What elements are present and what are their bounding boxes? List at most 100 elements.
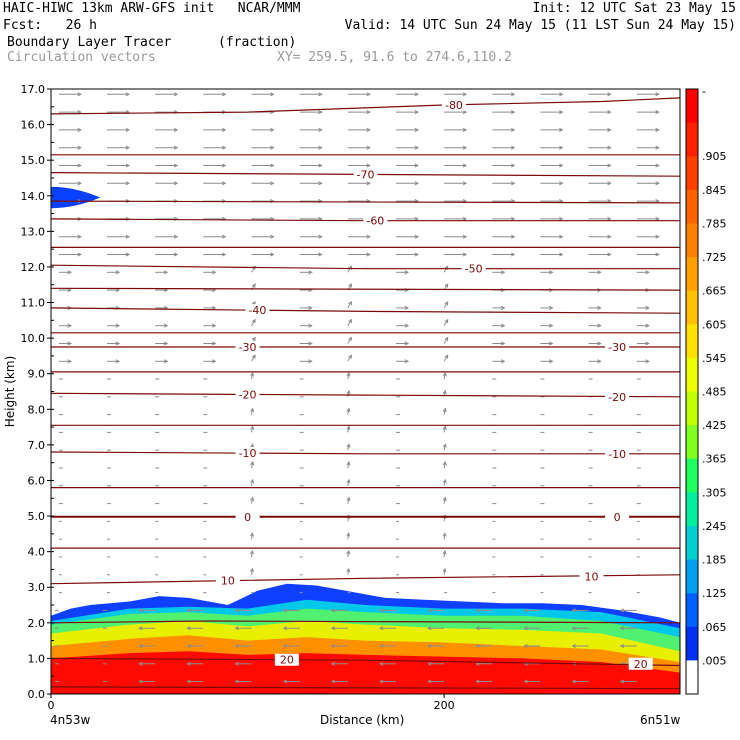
colorbar-swatch <box>686 290 698 325</box>
circulation-vector-head <box>211 359 217 364</box>
circulation-vector-head <box>645 323 650 328</box>
circulation-vector-head <box>221 234 227 239</box>
circulation-vector-head <box>282 643 288 648</box>
colorbar-label: .545 <box>702 352 727 365</box>
circulation-vector-head <box>442 443 447 448</box>
circulation-vector-head <box>318 110 323 115</box>
circulation-vector-head <box>414 127 420 132</box>
circulation-vector-head <box>475 608 480 613</box>
y-tick-label: 10.0 <box>21 332 46 345</box>
circulation-vector-head <box>125 127 131 132</box>
y-tick-label: 11.0 <box>21 297 46 310</box>
circulation-vector-head <box>414 92 420 97</box>
circulation-vector-head <box>138 643 143 648</box>
circulation-vector-head <box>77 92 83 97</box>
colorbar-label: .305 <box>702 486 727 499</box>
circulation-vector-head <box>444 283 449 288</box>
circulation-vector-head <box>249 532 254 537</box>
circulation-vector-head <box>462 216 468 221</box>
circulation-vector-head <box>619 626 625 631</box>
isotherm-line <box>50 392 681 398</box>
circulation-vector-head <box>346 478 351 484</box>
isotherm-label-bg <box>245 304 270 317</box>
circulation-vector-head <box>173 92 179 97</box>
circulation-vector-head <box>348 283 352 288</box>
y-tick-label: 2.0 <box>28 617 46 630</box>
circulation-vector-head <box>346 425 351 430</box>
circulation-vector-head <box>510 92 516 97</box>
header-line1-left: HAIC-HIWC 13km ARW-GFS init NCAR/MMM <box>3 1 301 16</box>
circulation-vector-head <box>348 300 352 306</box>
circulation-vector-head <box>655 199 660 204</box>
circulation-vector-head <box>462 127 468 132</box>
circulation-vector-head <box>221 252 227 257</box>
circulation-vector-head <box>523 626 528 631</box>
circulation-vector-head <box>270 92 275 97</box>
circulation-vector-head <box>115 341 121 346</box>
tracer-fill-layer <box>51 186 680 694</box>
colorbar-swatch <box>686 391 698 426</box>
isotherm-label: -30 <box>608 341 626 354</box>
circulation-vector-head <box>442 389 447 395</box>
isotherm-label: 10 <box>585 571 599 584</box>
isotherm-label: 0 <box>244 511 251 524</box>
circulation-vector-head <box>346 532 351 537</box>
circulation-vector <box>443 355 449 362</box>
circulation-vector-head <box>597 305 602 310</box>
circulation-vector-head <box>282 608 288 613</box>
x-tick-label: 0 <box>48 699 55 712</box>
circulation-vector-head <box>597 270 602 275</box>
circulation-vector-head <box>348 336 352 341</box>
circulation-vector-head <box>282 626 288 631</box>
circulation-vector-head <box>250 496 255 502</box>
isotherm-label-bg <box>235 510 260 523</box>
circulation-vector-head <box>427 608 432 613</box>
circulation-vector-head <box>655 181 660 186</box>
circulation-vector-head <box>250 478 255 484</box>
circulation-vector-head <box>77 163 83 168</box>
circulation-vector-head <box>549 323 554 328</box>
colorbar-swatch <box>686 189 698 224</box>
isotherm-label-bg <box>605 447 630 460</box>
isotherm-label: -70 <box>357 168 375 181</box>
circulation-vector-head <box>318 181 323 186</box>
x-axis-right-label: 6n51w <box>640 713 681 727</box>
circulation-vector-head <box>318 92 323 97</box>
isotherm-label: 10 <box>221 575 235 588</box>
colorbar-swatch <box>686 458 698 493</box>
circulation-vector-head <box>77 127 83 132</box>
circulation-vector-head <box>308 323 313 328</box>
circulation-vector-head <box>571 608 576 613</box>
circulation-vector-head <box>346 549 351 555</box>
vector-label: Circulation vectors <box>7 50 156 65</box>
circulation-vector-head <box>330 643 336 648</box>
isotherm-line <box>50 451 680 455</box>
isotherm-line <box>50 307 681 314</box>
circulation-vector-head <box>510 234 516 239</box>
circulation-vector-head <box>645 305 650 310</box>
circulation-vector-head <box>366 145 371 150</box>
y-tick-label: 9.0 <box>28 368 46 381</box>
circulation-vector-head <box>115 359 121 364</box>
circulation-vector-head <box>221 127 227 132</box>
circulation-vector-head <box>523 608 528 613</box>
colorbar-label: .725 <box>702 251 727 264</box>
circulation-vector-head <box>67 288 73 293</box>
circulation-vector-head <box>607 234 612 239</box>
isotherm-label-bg <box>605 341 630 354</box>
colorbar-swatch <box>686 593 698 628</box>
circulation-vector <box>347 266 352 273</box>
circulation-vector-head <box>125 181 131 186</box>
circulation-vector-head <box>346 407 351 413</box>
isotherm-line <box>50 657 681 667</box>
circulation-vector-head <box>318 163 323 168</box>
circulation-vector-head <box>77 234 83 239</box>
circulation-vector-head <box>655 127 660 132</box>
isotherm-label: 20 <box>634 658 648 671</box>
y-tick-label: 3.0 <box>28 581 46 594</box>
circulation-vector-head <box>348 318 352 324</box>
circulation-vector-head <box>414 234 420 239</box>
circulation-vector-head <box>475 661 480 666</box>
circulation-vector-head <box>607 92 612 97</box>
